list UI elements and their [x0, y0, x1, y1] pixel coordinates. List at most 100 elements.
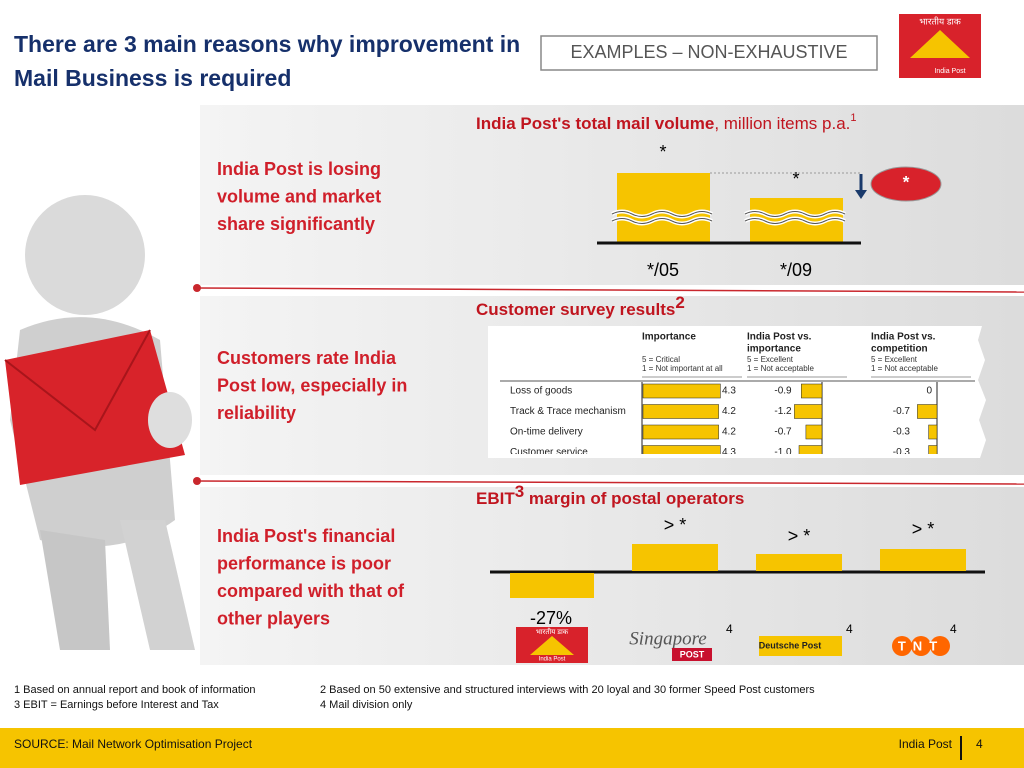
survey-card: [488, 326, 986, 458]
reason-line: other players: [217, 608, 330, 628]
row-label: Loss of goods: [510, 386, 572, 397]
logo-text: Singapore: [629, 628, 706, 649]
cell-value: -0.9: [774, 386, 792, 397]
gap-bar: [805, 424, 823, 440]
divider-dot: [193, 284, 201, 292]
logo-text: TNT: [898, 638, 944, 653]
source: SOURCE: Mail Network Optimisation Projec…: [14, 737, 253, 751]
tag-box: [540, 35, 878, 71]
chart-title: EBIT3 margin of postal operators: [476, 482, 744, 508]
gap-bar: [928, 424, 938, 440]
volume-bar: [617, 173, 710, 243]
divider-dot: [193, 477, 201, 485]
illustration: [4, 195, 195, 650]
footnote-ref: 2: [675, 293, 684, 312]
column-scale: 1 = Not acceptable: [747, 364, 814, 373]
chart-title: India Post's total mail volume, million …: [476, 112, 857, 134]
ebit-label: > *: [788, 526, 811, 546]
category-label: */09: [780, 260, 812, 280]
arrow-head: [855, 190, 867, 199]
column-scale: 5 = Critical: [642, 355, 680, 364]
importance-bar: [642, 445, 721, 454]
bar-label: *: [659, 142, 666, 162]
row-label: On-time delivery: [510, 427, 583, 438]
footnote: 2 Based on 50 extensive and structured i…: [320, 684, 815, 696]
change-label: *: [903, 172, 910, 191]
reason-line: India Post is losing: [217, 159, 381, 179]
reason-line: compared with that of: [217, 581, 405, 601]
chart-title: Customer survey results2: [476, 293, 685, 319]
chart-title-main: margin of postal operators: [524, 489, 744, 508]
chart-unit: , million items p.a.: [714, 114, 850, 133]
importance-bar: [642, 404, 719, 419]
ebit-label: > *: [664, 515, 687, 535]
reason-line: India Post's financial: [217, 526, 395, 546]
reason-line: Post low, especially in: [217, 375, 407, 395]
divider: [196, 287, 1024, 293]
footnote-ref: 3: [515, 482, 524, 501]
cell-value: -0.7: [774, 427, 792, 438]
footnote: 1 Based on annual report and book of inf…: [14, 684, 256, 696]
row-label: Customer service: [510, 447, 588, 458]
footnote-ref: 4: [846, 622, 853, 636]
ebit-bar: [510, 573, 594, 598]
row-label: Track & Trace mechanism: [510, 406, 626, 417]
column-title: importance: [747, 344, 801, 355]
page-number: 4: [976, 737, 983, 751]
cell-value: 4.3: [722, 447, 736, 458]
reason-line: Customers rate India: [217, 348, 397, 368]
cell-value: 4.2: [722, 406, 736, 417]
operator-logo: [892, 636, 950, 656]
gap-bar: [928, 445, 938, 454]
ebit-label: -27%: [530, 608, 572, 628]
logo-mark: [530, 636, 574, 655]
ebit-bar: [756, 554, 842, 571]
reason-line: performance is poor: [217, 553, 391, 573]
operator-logo: [759, 636, 842, 656]
title-line: There are 3 main reasons why improvement…: [14, 31, 520, 57]
category-label: */05: [647, 260, 679, 280]
logo-text: POST: [680, 649, 705, 659]
footnote-ref: 1: [850, 112, 856, 124]
cell-value: -0.7: [893, 406, 911, 417]
title-line: Mail Business is required: [14, 65, 291, 91]
panel: [200, 487, 1024, 665]
logo-text: भारतीय डाक: [919, 15, 962, 26]
ebit-bar: [880, 549, 966, 571]
footnote: 3 EBIT = Earnings before Interest and Ta…: [14, 699, 219, 711]
chart-title-main: Customer survey results: [476, 300, 675, 319]
column-scale: 1 = Not important at all: [642, 364, 723, 373]
divider: [196, 480, 1024, 485]
column-title: competition: [871, 344, 928, 355]
gap-bar: [801, 383, 823, 399]
brand: India Post: [899, 737, 953, 751]
logo-mark: [910, 30, 970, 58]
gap-bar: [917, 404, 938, 419]
logo-text: India Post: [934, 68, 965, 75]
reason-line: share significantly: [217, 214, 375, 234]
column-title: India Post vs.: [747, 332, 812, 343]
gap-bar: [798, 445, 823, 454]
footnote-ref: 4: [950, 622, 957, 636]
ebit-bar: [632, 544, 718, 571]
cell-value: 4.3: [722, 386, 736, 397]
logo-text: India Post: [539, 657, 566, 663]
gap-bar: [794, 404, 823, 419]
bar-label: *: [792, 169, 799, 189]
column-title: Importance: [642, 332, 696, 343]
column-scale: 1 = Not acceptable: [871, 364, 938, 373]
footnote-ref: 4: [726, 622, 733, 636]
logo-text: भारतीय डाक: [536, 627, 569, 636]
cell-value: 0: [926, 386, 932, 397]
footer: [0, 728, 1024, 768]
column-title: India Post vs.: [871, 332, 936, 343]
cell-value: -1.0: [774, 447, 792, 458]
axis-break: [611, 211, 846, 224]
reason-line: volume and market: [217, 186, 381, 206]
footnote: 4 Mail division only: [320, 699, 413, 711]
logo-text: Deutsche Post: [759, 640, 822, 650]
importance-bar: [642, 383, 721, 399]
operator-logo: [672, 648, 712, 661]
reason-line: reliability: [217, 403, 296, 423]
